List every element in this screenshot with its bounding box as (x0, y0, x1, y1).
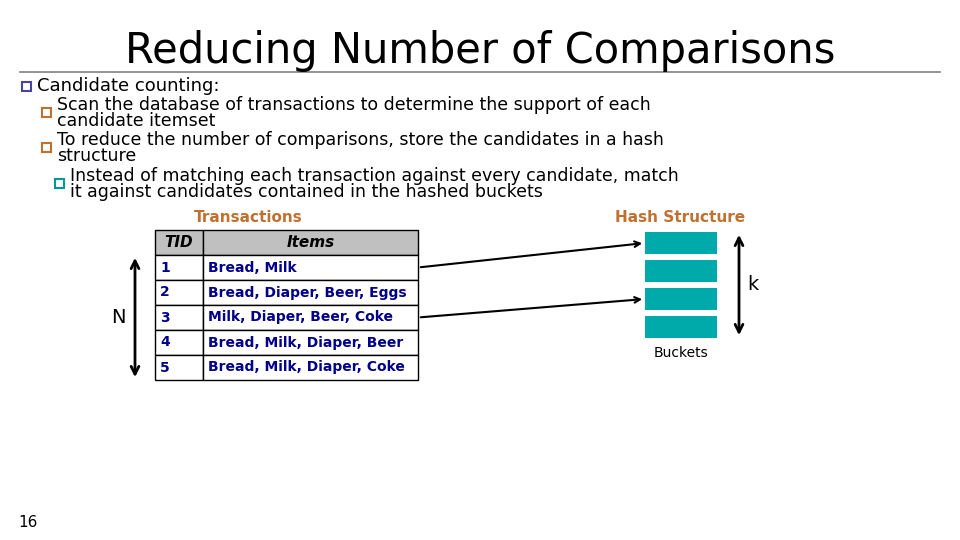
Bar (645, 288, 717, 310)
Bar (155, 355, 203, 380)
Bar (203, 305, 418, 330)
Text: 5: 5 (160, 361, 170, 375)
Text: 4: 4 (160, 335, 170, 349)
Bar (155, 280, 203, 305)
Bar (203, 355, 418, 380)
Text: Milk, Diaper, Beer, Coke: Milk, Diaper, Beer, Coke (208, 310, 393, 325)
Bar (42, 143, 51, 152)
Bar (645, 316, 717, 338)
Bar (155, 330, 203, 355)
Bar (203, 230, 418, 255)
Text: Scan the database of transactions to determine the support of each: Scan the database of transactions to det… (57, 96, 651, 114)
Bar (203, 255, 418, 280)
Bar (203, 280, 418, 305)
Text: Bread, Milk, Diaper, Coke: Bread, Milk, Diaper, Coke (208, 361, 405, 375)
Text: Candidate counting:: Candidate counting: (37, 77, 220, 95)
Text: 16: 16 (18, 515, 37, 530)
Bar (203, 330, 418, 355)
Text: it against candidates contained in the hashed buckets: it against candidates contained in the h… (70, 183, 542, 201)
Bar (645, 232, 717, 254)
Bar (645, 260, 717, 282)
Text: candidate itemset: candidate itemset (57, 112, 215, 130)
Text: 1: 1 (160, 260, 170, 274)
Text: Bread, Milk, Diaper, Beer: Bread, Milk, Diaper, Beer (208, 335, 403, 349)
Text: Reducing Number of Comparisons: Reducing Number of Comparisons (125, 30, 835, 72)
Text: 2: 2 (160, 286, 170, 300)
Text: Bread, Milk: Bread, Milk (208, 260, 297, 274)
Bar (155, 230, 203, 255)
Text: TID: TID (165, 235, 193, 250)
Text: 3: 3 (160, 310, 170, 325)
Bar (55, 179, 64, 187)
Text: Transactions: Transactions (194, 211, 302, 226)
Text: Hash Structure: Hash Structure (615, 211, 745, 226)
Bar (22, 82, 31, 91)
Text: Items: Items (286, 235, 335, 250)
Bar (155, 305, 203, 330)
Bar (155, 255, 203, 280)
Text: k: k (748, 275, 758, 294)
Text: structure: structure (57, 147, 136, 165)
Text: Instead of matching each transaction against every candidate, match: Instead of matching each transaction aga… (70, 167, 679, 185)
Text: Buckets: Buckets (654, 346, 708, 360)
Text: To reduce the number of comparisons, store the candidates in a hash: To reduce the number of comparisons, sto… (57, 131, 664, 149)
Text: N: N (110, 308, 125, 327)
Bar (42, 107, 51, 117)
Text: Bread, Diaper, Beer, Eggs: Bread, Diaper, Beer, Eggs (208, 286, 407, 300)
